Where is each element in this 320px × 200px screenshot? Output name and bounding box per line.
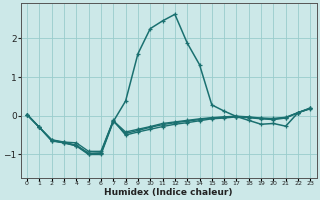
X-axis label: Humidex (Indice chaleur): Humidex (Indice chaleur) xyxy=(104,188,233,197)
